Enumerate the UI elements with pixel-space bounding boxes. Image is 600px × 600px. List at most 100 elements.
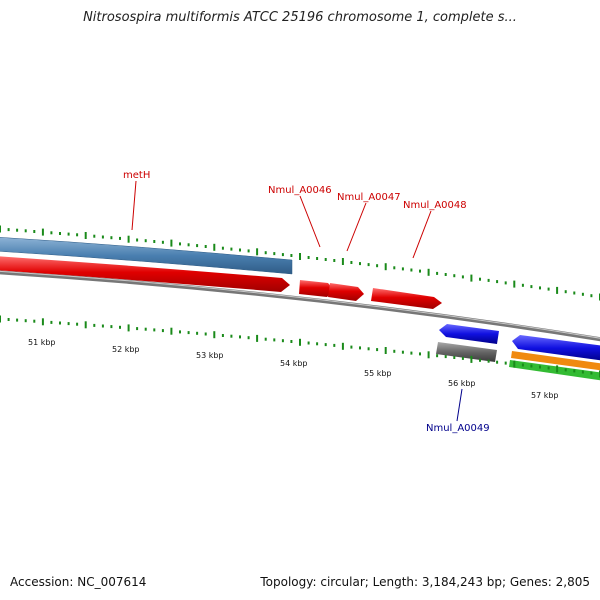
inner-minor-tick (350, 345, 353, 349)
outer-minor-tick (307, 256, 310, 259)
outer-minor-tick (461, 275, 464, 279)
inner-minor-tick (453, 356, 456, 359)
inner-major-tick (341, 342, 344, 350)
inner-major-tick (299, 338, 301, 346)
inner-minor-tick (187, 331, 190, 335)
outer-minor-tick (204, 245, 207, 248)
gene-Nmul_A0049-arrow[interactable] (439, 324, 499, 344)
inner-minor-tick (33, 319, 36, 323)
outer-minor-tick (504, 281, 507, 285)
Nmul_A0048-leader-line (412, 210, 432, 259)
outer-minor-tick (316, 257, 319, 260)
outer-minor-tick (93, 234, 96, 238)
inner-minor-tick (530, 364, 533, 368)
outer-major-tick (556, 286, 559, 294)
outer-minor-tick (590, 294, 593, 298)
outer-minor-tick (7, 228, 10, 232)
outer-minor-tick (264, 251, 267, 255)
gene-label-Nmul_A0048[interactable]: Nmul_A0048 (403, 200, 467, 211)
gene-label-Nmul_A0049[interactable]: Nmul_A0049 (426, 423, 490, 434)
inner-minor-tick (461, 356, 464, 360)
outer-minor-tick (573, 291, 576, 295)
gene-metH-arrow[interactable] (0, 256, 290, 292)
outer-minor-tick (33, 230, 36, 233)
inner-minor-tick (573, 369, 576, 373)
inner-minor-tick (16, 318, 19, 322)
outer-minor-tick (359, 262, 361, 266)
inner-major-tick (470, 355, 473, 363)
inner-major-tick (170, 327, 173, 335)
outer-minor-tick (24, 229, 27, 233)
inner-major-tick (384, 347, 387, 354)
inner-minor-tick (196, 331, 199, 335)
feature-gray-block[interactable] (436, 342, 497, 362)
inner-major-tick (556, 365, 559, 373)
outer-minor-tick (221, 246, 224, 250)
outer-major-tick (127, 235, 130, 243)
feature-orange-band[interactable] (511, 351, 600, 371)
inner-minor-tick (444, 355, 447, 359)
inner-minor-tick (307, 341, 310, 345)
chromosome-backbone (0, 270, 600, 342)
inner-minor-tick (101, 324, 104, 328)
outer-minor-tick (521, 283, 524, 287)
outer-minor-tick (410, 268, 413, 272)
outer-minor-tick (110, 236, 113, 240)
outer-major-tick (513, 280, 516, 288)
metH-leader-line (131, 180, 137, 231)
inner-major-tick (213, 331, 216, 339)
outer-major-tick (41, 228, 44, 236)
outer-minor-tick (50, 231, 53, 235)
inner-minor-tick (230, 334, 233, 338)
gene-label-metH[interactable]: metH (123, 170, 150, 181)
inner-minor-tick (324, 343, 327, 347)
scale-label-54: 54 kbp (280, 359, 308, 368)
gene-label-Nmul_A0046[interactable]: Nmul_A0046 (268, 185, 332, 196)
inner-major-tick (427, 351, 430, 359)
gene-label-Nmul_A0047[interactable]: Nmul_A0047 (337, 192, 401, 203)
inner-minor-tick (59, 321, 61, 325)
inner-minor-tick (264, 337, 267, 341)
scale-label-55: 55 kbp (364, 369, 392, 378)
feature-band-blue[interactable] (0, 237, 293, 275)
inner-major-tick (0, 315, 1, 323)
outer-minor-tick (273, 252, 276, 256)
genome-summary-text: Topology: circular; Length: 3,184,243 bp… (260, 575, 590, 589)
inner-minor-tick (401, 350, 404, 354)
Nmul_A0049-leader-line (456, 388, 463, 422)
inner-minor-tick (7, 318, 10, 321)
inner-minor-tick (24, 319, 27, 323)
outer-minor-tick (376, 264, 379, 268)
outer-major-tick (427, 268, 430, 276)
outer-minor-tick (281, 253, 284, 257)
outer-minor-tick (119, 236, 121, 240)
inner-major-tick (127, 324, 130, 332)
outer-minor-tick (547, 287, 550, 291)
inner-minor-tick (547, 366, 550, 370)
inner-minor-tick (564, 368, 567, 372)
inner-minor-tick (487, 359, 490, 363)
gene-Nmul_A0047-arrow[interactable] (328, 283, 364, 301)
gene-Nmul_A0048-arrow[interactable] (371, 288, 442, 309)
inner-minor-tick (539, 365, 541, 369)
outer-major-tick (84, 232, 87, 239)
inner-minor-tick (221, 334, 224, 337)
inner-minor-tick (273, 338, 276, 342)
inner-minor-tick (504, 361, 507, 365)
chromosome-backbone-highlight (0, 270, 600, 339)
outer-minor-tick (153, 240, 156, 243)
outer-minor-tick (539, 286, 541, 290)
gene-Nmul_A0046-arrow[interactable] (299, 280, 334, 297)
inner-minor-tick (161, 329, 164, 333)
gene-reverse-right-arrow[interactable] (512, 335, 600, 361)
outer-major-tick (470, 274, 473, 282)
outer-minor-tick (324, 258, 327, 261)
outer-minor-tick (487, 278, 490, 282)
inner-major-tick (256, 334, 259, 342)
outer-minor-tick (144, 239, 147, 243)
outer-minor-tick (59, 232, 61, 235)
outer-minor-tick (367, 263, 370, 267)
outer-minor-tick (290, 254, 293, 257)
outer-minor-tick (239, 248, 241, 252)
